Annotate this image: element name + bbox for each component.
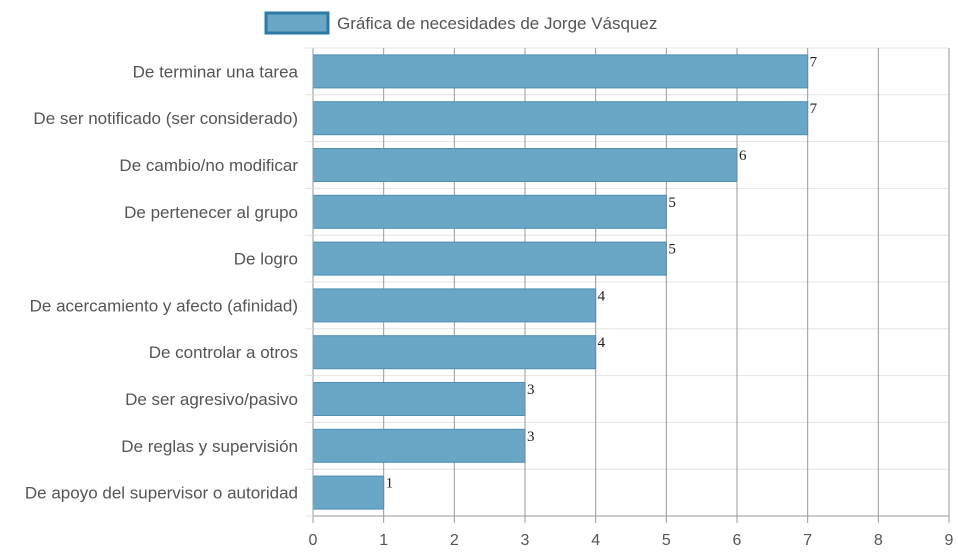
data-label: 4	[598, 335, 606, 351]
category-label: De pertenecer al grupo	[124, 203, 298, 222]
category-label: De reglas y supervisión	[121, 437, 298, 456]
x-tick-label: 6	[733, 532, 742, 549]
category-label: De ser agresivo/pasivo	[125, 390, 298, 409]
bar[interactable]	[312, 382, 526, 416]
data-label: 7	[810, 101, 818, 117]
x-tick-label: 8	[874, 532, 883, 549]
bar[interactable]	[312, 148, 738, 182]
x-tick-label: 9	[945, 532, 954, 549]
labels: 0 1 2 3 4 5 6 7 8 9 De terminar una tarea 7 De ser n…	[25, 54, 954, 549]
category-label: De cambio/no modificar	[119, 156, 298, 175]
bar[interactable]	[312, 101, 809, 136]
data-label: 3	[527, 382, 535, 398]
x-tick-label: 2	[450, 532, 459, 549]
legend-swatch	[264, 11, 330, 35]
data-label: 6	[739, 148, 747, 164]
data-label: 3	[527, 429, 535, 445]
x-tick-label: 4	[591, 532, 600, 549]
bars	[312, 54, 809, 510]
x-tick-label: 7	[803, 532, 812, 549]
x-tick-label: 0	[309, 532, 318, 549]
category-label: De controlar a otros	[149, 343, 298, 362]
category-label: De terminar una tarea	[133, 62, 299, 81]
data-label: 5	[668, 195, 676, 211]
bar[interactable]	[312, 54, 809, 89]
data-label: 7	[810, 54, 818, 70]
category-label: De ser notificado (ser considerado)	[33, 109, 298, 128]
category-label: De acercamiento y afecto (afinidad)	[30, 296, 298, 315]
data-label: 1	[386, 476, 394, 492]
bar[interactable]	[312, 288, 597, 323]
bar[interactable]	[312, 241, 667, 276]
legend[interactable]: Gráfica de necesidades de Jorge Vásquez	[264, 11, 657, 35]
x-tick-label: 1	[379, 532, 388, 549]
x-tick-label: 5	[662, 532, 671, 549]
bar[interactable]	[312, 428, 526, 463]
bar[interactable]	[312, 475, 385, 510]
data-label: 5	[668, 242, 676, 258]
legend-label: Gráfica de necesidades de Jorge Vásquez	[337, 14, 657, 33]
data-label: 4	[598, 288, 606, 304]
category-label: De apoyo del supervisor o autoridad	[25, 484, 298, 503]
bar[interactable]	[312, 335, 597, 370]
x-tick-label: 3	[521, 532, 530, 549]
axes	[305, 47, 950, 523]
category-label: De logro	[234, 250, 298, 269]
bar[interactable]	[312, 194, 667, 229]
